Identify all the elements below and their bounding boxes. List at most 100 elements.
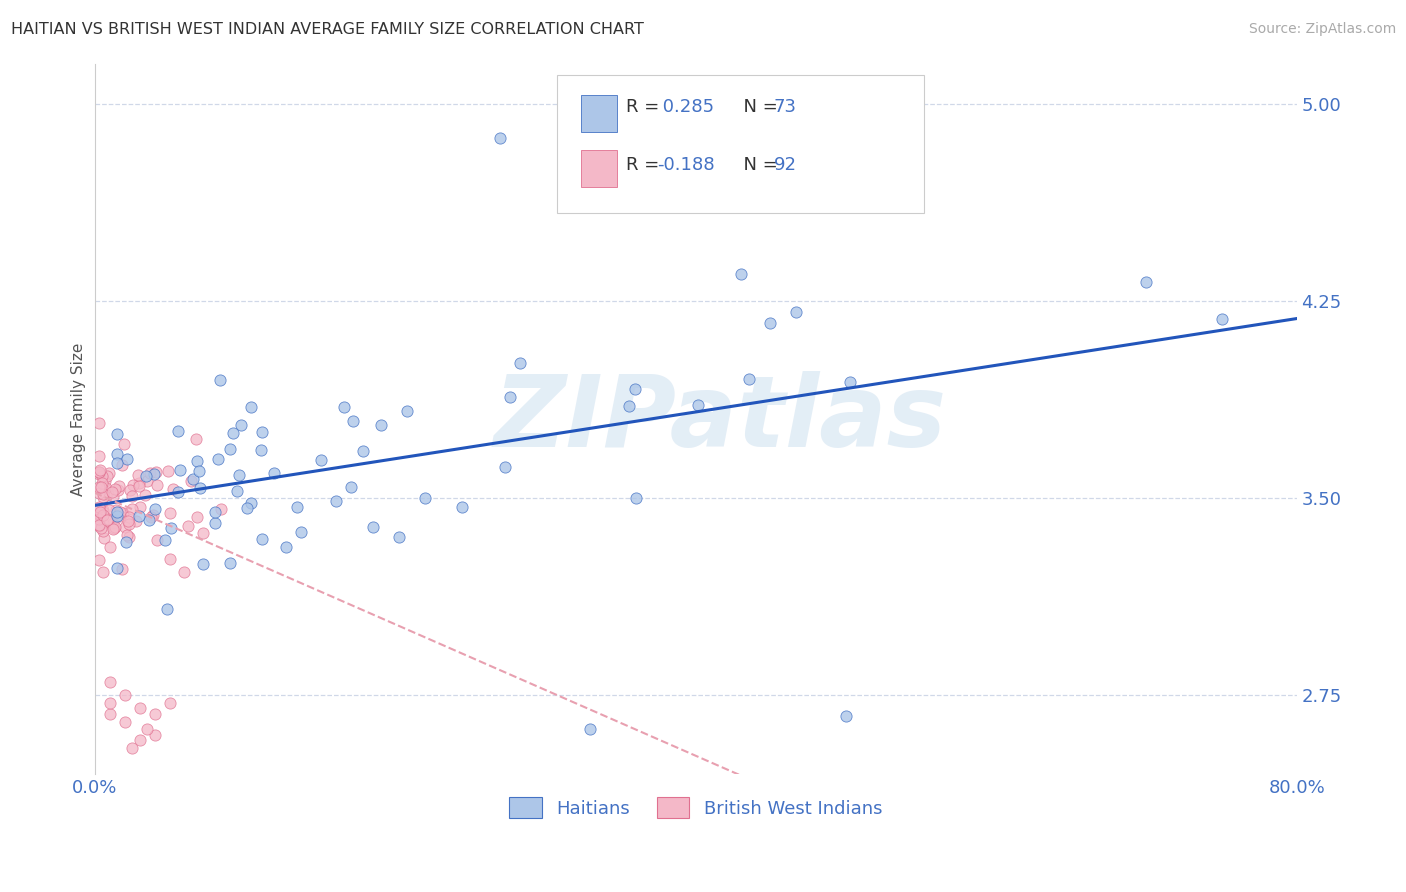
Point	[160, 521, 183, 535]
Point	[107, 483, 129, 497]
Point	[121, 489, 143, 503]
Point	[785, 305, 807, 319]
Point	[105, 446, 128, 460]
Point	[91, 468, 114, 483]
Point	[118, 510, 141, 524]
Point	[489, 130, 512, 145]
Point	[276, 540, 298, 554]
Point	[104, 482, 127, 496]
Point	[494, 460, 516, 475]
Point	[87, 514, 110, 528]
Point	[87, 516, 110, 530]
Point	[209, 502, 232, 516]
Point	[91, 565, 114, 579]
Text: -0.188: -0.188	[657, 156, 714, 174]
Text: ZIPatlas: ZIPatlas	[494, 370, 946, 467]
Point	[136, 723, 159, 737]
Point	[388, 530, 411, 544]
Point	[87, 518, 110, 533]
Point	[186, 509, 208, 524]
Point	[225, 483, 247, 498]
Point	[114, 714, 136, 729]
Point	[97, 512, 120, 526]
Point	[361, 519, 384, 533]
Point	[191, 557, 214, 571]
Point	[87, 465, 110, 479]
Point	[142, 467, 165, 482]
Point	[91, 504, 114, 518]
Point	[835, 709, 858, 723]
Point	[89, 500, 111, 514]
Point	[204, 516, 226, 530]
Point	[180, 474, 202, 488]
Point	[352, 444, 374, 458]
Point	[87, 466, 110, 480]
Point	[759, 316, 782, 330]
Point	[101, 522, 124, 536]
Point	[142, 508, 165, 522]
Point	[90, 521, 112, 535]
Point	[118, 530, 141, 544]
Point	[184, 432, 207, 446]
Point	[98, 541, 121, 555]
Point	[143, 728, 166, 742]
Point	[228, 468, 250, 483]
Point	[159, 552, 181, 566]
Point	[108, 479, 131, 493]
Point	[135, 468, 157, 483]
Point	[342, 414, 364, 428]
Point	[135, 474, 157, 488]
Point	[222, 425, 245, 440]
Point	[105, 505, 128, 519]
Point	[91, 487, 114, 501]
Point	[250, 443, 273, 458]
Point	[263, 467, 285, 481]
Point	[105, 561, 128, 575]
Point	[737, 371, 759, 385]
Point	[121, 740, 143, 755]
Point	[626, 491, 648, 505]
Point	[97, 466, 120, 480]
Point	[98, 706, 121, 721]
Point	[208, 373, 231, 387]
Point	[579, 723, 602, 737]
Point	[509, 355, 531, 369]
Point	[114, 688, 136, 702]
Point	[87, 507, 110, 521]
Point	[139, 510, 162, 524]
Point	[98, 696, 121, 710]
Point	[94, 481, 117, 495]
Point	[115, 528, 138, 542]
Point	[686, 398, 709, 412]
Point	[91, 524, 114, 538]
Point	[159, 696, 181, 710]
Point	[105, 508, 128, 523]
Point	[91, 508, 114, 522]
Point	[207, 452, 229, 467]
Point	[219, 442, 242, 456]
Point	[138, 466, 160, 480]
Text: 0.285: 0.285	[657, 97, 714, 116]
Point	[143, 502, 166, 516]
Point	[169, 463, 191, 477]
Point	[138, 512, 160, 526]
Point	[370, 418, 392, 433]
Point	[89, 463, 111, 477]
Point	[188, 481, 211, 495]
Point	[104, 503, 127, 517]
Point	[239, 495, 262, 509]
Text: R =: R =	[626, 156, 665, 174]
Point	[87, 449, 110, 463]
Point	[89, 416, 111, 430]
Point	[104, 520, 127, 534]
Point	[128, 500, 150, 514]
Point	[87, 517, 110, 532]
Point	[87, 512, 110, 526]
Point	[143, 706, 166, 721]
Point	[311, 453, 333, 467]
Point	[96, 487, 118, 501]
Point	[156, 602, 179, 616]
Point	[229, 417, 252, 432]
Point	[90, 480, 112, 494]
Point	[839, 375, 862, 389]
